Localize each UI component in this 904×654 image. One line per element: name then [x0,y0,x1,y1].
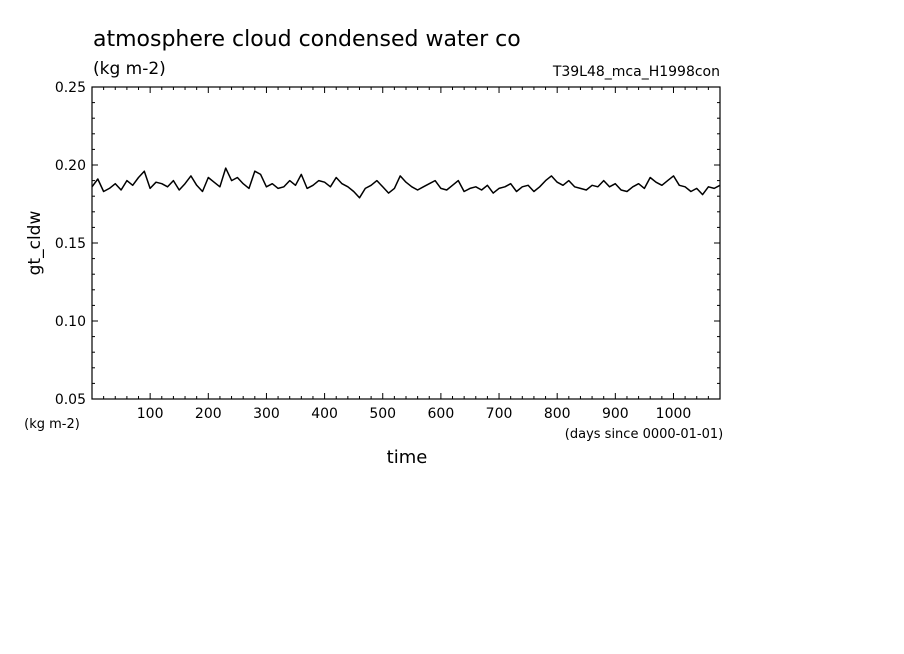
run-label: T39L48_mca_H1998con [552,64,720,80]
x-tick-label: 800 [544,406,571,422]
tick-marks [92,87,720,399]
plot-frame [91,86,721,400]
x-tick-label: 1000 [656,406,692,422]
x-tick-labels: 100 200 300 400 500 600 700 800 900 1000 [137,406,692,422]
y-axis-unit: (kg m-2) [24,417,80,432]
x-tick-label: 400 [311,406,338,422]
y-tick-label: 0.25 [55,80,86,96]
x-tick-label: 900 [602,406,629,422]
y-tick-labels: 0.05 0.10 0.15 0.20 0.25 [55,80,86,408]
data-series-line [91,167,721,199]
x-tick-label: 600 [428,406,455,422]
y-tick-label: 0.10 [55,314,86,330]
y-tick-label: 0.15 [55,236,86,252]
y-tick-label: 0.05 [55,392,86,408]
x-axis-label: time [387,447,428,468]
x-axis-unit: (days since 0000-01-01) [565,427,723,442]
y-tick-label: 0.20 [55,158,86,174]
x-tick-label: 700 [486,406,513,422]
x-tick-label: 100 [137,406,164,422]
chart-subtitle: (kg m-2) [93,59,166,79]
x-tick-label: 500 [369,406,396,422]
chart-title: atmosphere cloud condensed water co [93,27,521,52]
x-tick-label: 200 [195,406,222,422]
y-axis-label: gt_cldw [25,211,45,276]
x-tick-label: 300 [253,406,280,422]
